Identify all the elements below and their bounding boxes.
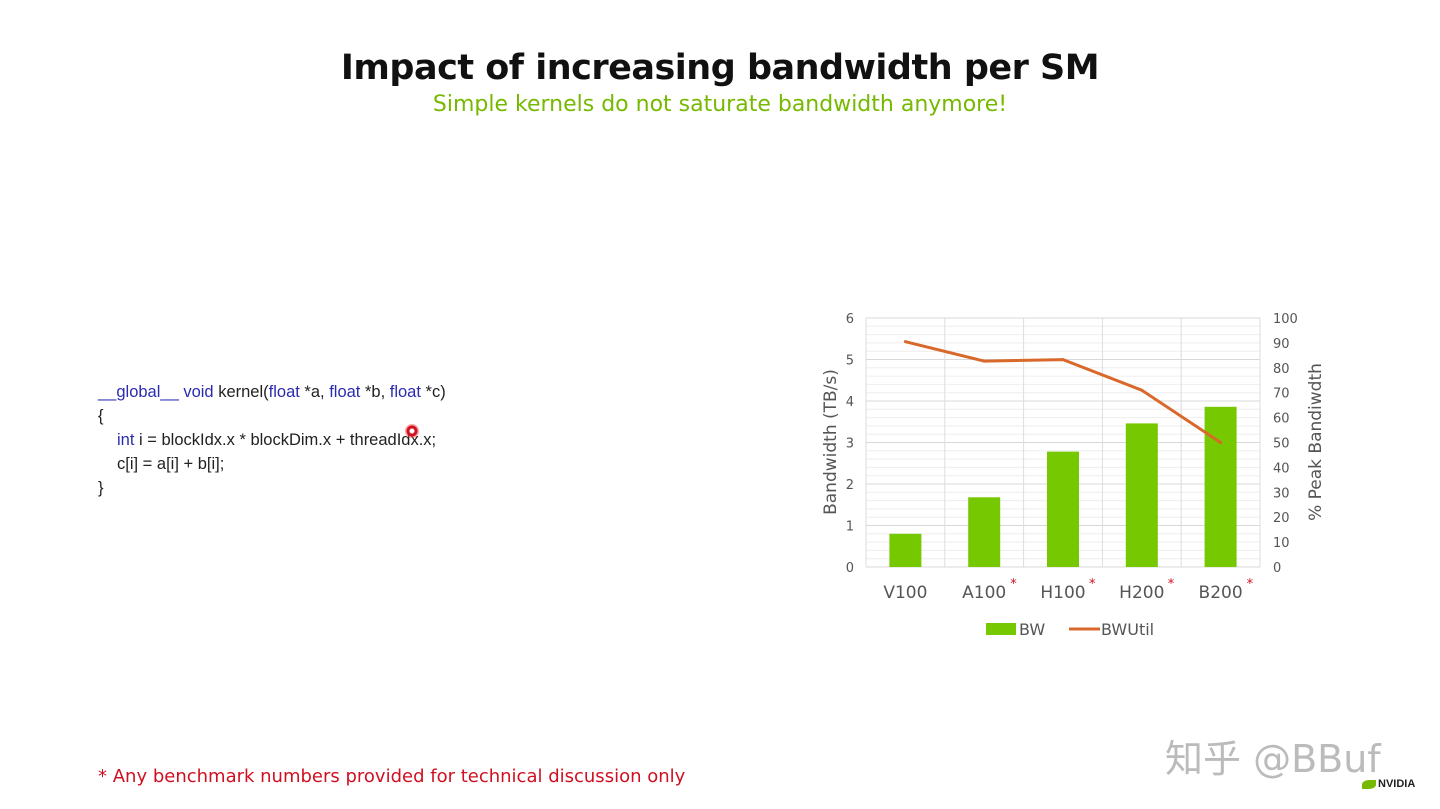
bwutil-line xyxy=(905,340,1222,444)
y-tick-label: 2 xyxy=(846,478,854,493)
y-right-tick-label: 60 xyxy=(1273,412,1290,427)
footnote: * Any benchmark numbers provided for tec… xyxy=(98,766,686,787)
y-right-tick-label: 10 xyxy=(1273,536,1290,551)
legend-swatch-bw xyxy=(986,623,1016,635)
code-token: __global__ xyxy=(98,383,179,401)
y-right-tick-label: 40 xyxy=(1273,461,1290,476)
y-tick-label: 4 xyxy=(846,395,854,410)
code-line-5: } xyxy=(98,479,104,497)
y-right-tick-label: 50 xyxy=(1273,437,1290,452)
x-tick-asterisk: * xyxy=(1010,577,1017,592)
code-token: *b, xyxy=(360,383,390,401)
code-token: void xyxy=(183,383,214,401)
y-right-tick-label: 80 xyxy=(1273,362,1290,377)
y-axis-right-label: % Peak Bandiwdth xyxy=(1306,363,1326,521)
x-tick-label: H200 xyxy=(1119,583,1164,603)
code-token: float xyxy=(268,383,300,401)
y-axis-label: Bandwidth (TB/s) xyxy=(821,369,841,515)
bar-a100 xyxy=(968,497,1001,567)
bar-h200 xyxy=(1125,423,1158,567)
y-right-tick-label: 70 xyxy=(1273,387,1290,402)
x-tick-label: V100 xyxy=(883,583,927,603)
y-right-tick-label: 20 xyxy=(1273,511,1290,526)
watermark: 知乎 @BBuf xyxy=(1165,737,1381,781)
code-line-2: { xyxy=(98,407,104,425)
code-token: float xyxy=(329,383,361,401)
y-right-tick-label: 100 xyxy=(1273,312,1298,327)
bar-h100 xyxy=(1047,451,1079,567)
code-token: i = blockIdx.x * blockDim.x + threadIdx.… xyxy=(134,431,437,449)
x-tick-asterisk: * xyxy=(1168,577,1175,592)
legend-label-bwutil: BWUtil xyxy=(1101,620,1154,639)
x-tick-asterisk: * xyxy=(1247,577,1254,592)
bwutil-point xyxy=(1140,388,1144,392)
nvidia-logo: NVIDIA xyxy=(1362,778,1415,790)
y-right-tick-label: 90 xyxy=(1273,337,1290,352)
y-right-tick-label: 30 xyxy=(1273,486,1290,501)
bwutil-point xyxy=(982,359,986,363)
bwutil-point xyxy=(1219,441,1223,444)
code-block: __global__ void kernel(float *a, float *… xyxy=(98,380,446,500)
x-tick-label: B200 xyxy=(1199,583,1243,603)
y-tick-label: 5 xyxy=(846,354,854,369)
nvidia-logo-text: NVIDIA xyxy=(1378,778,1416,790)
slide-title: Impact of increasing bandwidth per SM xyxy=(340,48,1100,88)
x-tick-label: A100 xyxy=(962,583,1006,603)
legend-label-bw: BW xyxy=(1019,620,1045,639)
bwutil-point xyxy=(903,340,907,344)
code-token: float xyxy=(389,383,421,401)
code-line-3: int i = blockIdx.x * blockDim.x + thread… xyxy=(98,428,446,452)
y-tick-label: 6 xyxy=(846,312,854,327)
bwutil-point xyxy=(1061,358,1065,362)
code-line-1: __global__ void kernel(float *a, float *… xyxy=(98,380,446,404)
y-tick-label: 0 xyxy=(846,561,854,576)
x-tick-label: H100 xyxy=(1040,583,1085,603)
code-token: kernel( xyxy=(213,383,269,401)
x-tick-asterisk: * xyxy=(1089,577,1096,592)
bar-v100 xyxy=(889,533,922,567)
code-token: *c) xyxy=(420,383,446,401)
slide-subtitle: Simple kernels do not saturate bandwidth… xyxy=(432,92,1008,117)
code-token: int xyxy=(117,431,135,449)
y-tick-label: 1 xyxy=(846,520,854,535)
y-right-tick-label: 0 xyxy=(1273,561,1281,576)
code-token: *a, xyxy=(299,383,330,401)
bar-b200 xyxy=(1204,406,1237,567)
legend: BW BWUtil xyxy=(986,620,1154,639)
laser-pointer-icon xyxy=(405,424,419,438)
y-tick-label: 3 xyxy=(846,437,854,452)
util-line xyxy=(903,340,1223,444)
nvidia-eye-icon xyxy=(1362,779,1376,789)
bars xyxy=(889,406,1237,567)
code-line-4: c[i] = a[i] + b[i]; xyxy=(117,455,225,473)
